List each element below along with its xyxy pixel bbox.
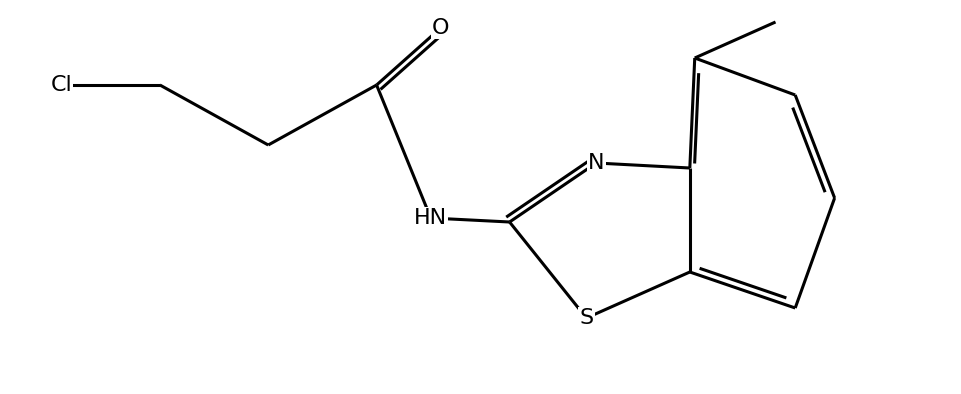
Text: HN: HN [414, 208, 447, 228]
Text: N: N [587, 153, 604, 173]
Text: Cl: Cl [51, 75, 72, 95]
Text: S: S [579, 308, 593, 328]
Text: O: O [431, 18, 449, 38]
